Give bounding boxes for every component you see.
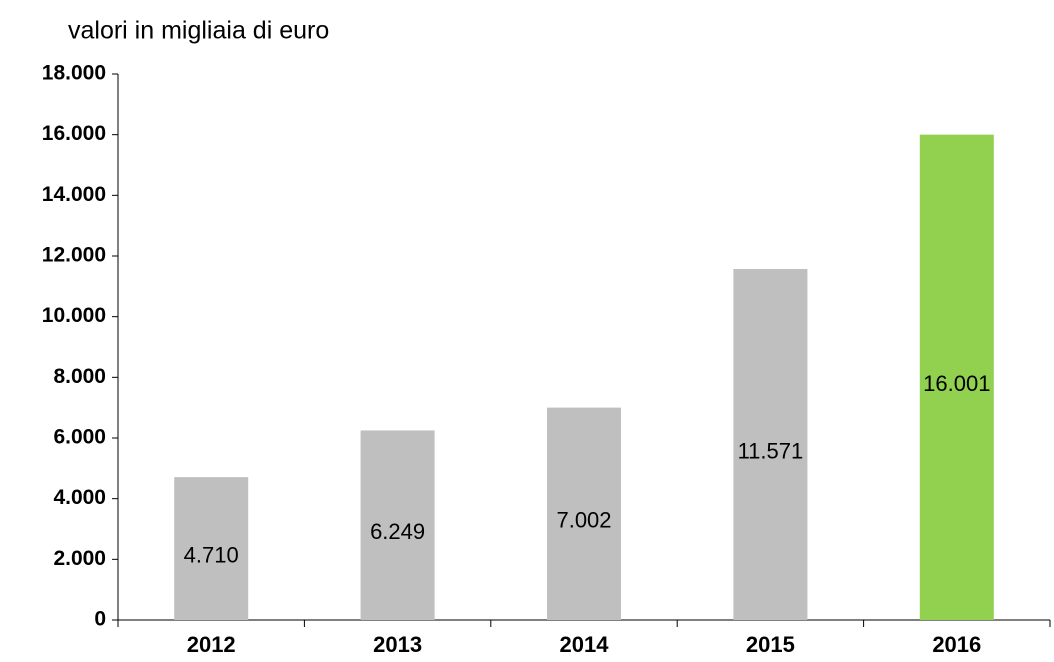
bar bbox=[360, 430, 435, 620]
y-tick-label: 14.000 bbox=[42, 183, 106, 206]
bar bbox=[174, 477, 249, 620]
y-tick-label: 8.000 bbox=[53, 365, 106, 388]
y-tick-label: 2.000 bbox=[53, 547, 106, 570]
y-tick-label: 16.000 bbox=[42, 122, 106, 145]
y-tick-label: 4.000 bbox=[53, 486, 106, 509]
value-label: 7.002 bbox=[556, 508, 611, 533]
value-label: 16.001 bbox=[923, 371, 990, 396]
y-tick-label: 6.000 bbox=[53, 426, 106, 449]
y-tick-label: 12.000 bbox=[42, 244, 106, 267]
value-label: 11.571 bbox=[738, 438, 804, 463]
x-tick-label: 2014 bbox=[560, 632, 610, 657]
y-tick-label: 0 bbox=[94, 608, 106, 631]
x-tick-label: 2012 bbox=[187, 632, 236, 657]
value-label: 6.249 bbox=[370, 519, 425, 544]
x-tick-label: 2013 bbox=[373, 632, 422, 657]
bar bbox=[733, 269, 808, 620]
bar bbox=[547, 407, 621, 620]
value-label: 4.710 bbox=[184, 542, 239, 567]
chart-title: valori in migliaia di euro bbox=[68, 17, 329, 45]
x-tick-label: 2016 bbox=[932, 632, 981, 657]
x-tick-label: 2015 bbox=[746, 632, 795, 657]
y-tick-label: 10.000 bbox=[42, 304, 106, 327]
y-tick-label: 18.000 bbox=[42, 62, 106, 85]
bar bbox=[919, 134, 994, 620]
